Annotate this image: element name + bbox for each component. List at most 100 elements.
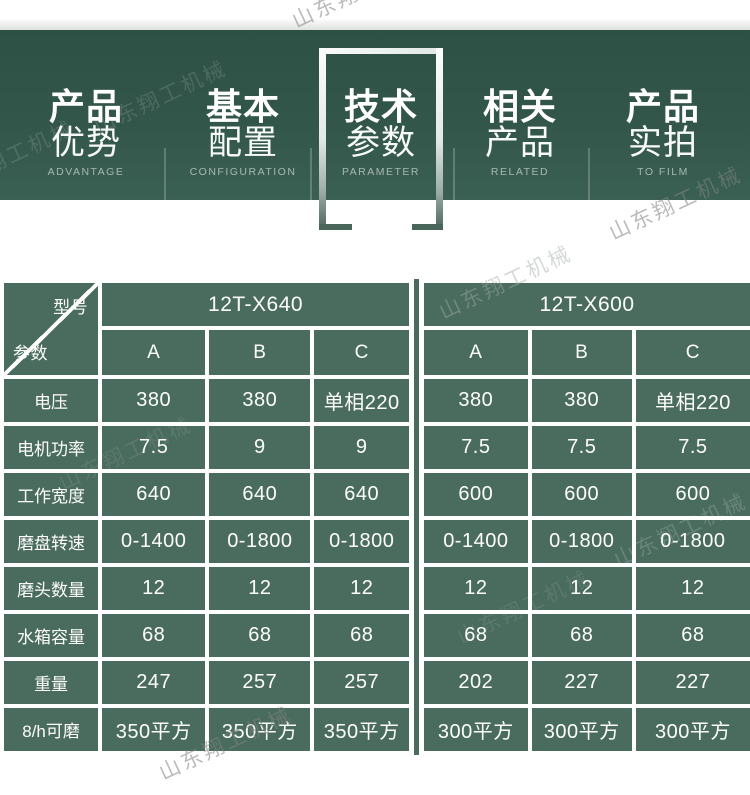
variant-col-header: B [205,326,315,379]
spec-cell: 单相220 [310,375,419,426]
spec-cell: 380 [98,375,210,426]
spec-cell: 600 [409,469,532,520]
table-row: 电机功率 7.5 9 9 7.5 7.5 7.5 [0,422,750,473]
spec-cell: 0-1800 [631,516,750,567]
spec-cell: 68 [527,610,636,661]
table-row: 水箱容量 68 68 68 68 68 68 [0,610,750,661]
tab-label-cn: 相关 [482,86,557,127]
spec-cell: 单相220 [631,375,750,426]
variant-col-header: B [527,326,636,379]
spec-cell: 12 [205,563,315,614]
section-tabs-bar: 产品 优势 ADVANTAGE 基本 配置 CONFIGURATION 技术 参… [0,30,750,202]
variant-col-header: C [310,326,419,379]
spec-row-label: 电压 [0,375,103,426]
spec-cell: 12 [631,563,750,614]
spec-cell: 380 [409,375,532,426]
tab-label-en: RELATED [490,166,550,178]
spec-table: 型号 参数 12T-X640 12T-X600 A B C A B C 电压 3… [0,279,750,755]
table-row: 磨盘转速 0-1400 0-1800 0-1800 0-1400 0-1800 … [0,516,750,567]
spec-row-label: 磨头数量 [0,563,103,614]
spec-cell: 0-1400 [409,516,532,567]
spec-cell: 9 [310,422,419,473]
spec-cell: 7.5 [98,422,210,473]
tab-label-cn: 技术 [343,86,418,127]
tab-label-cn: 产品 [625,86,700,127]
table-row: 电压 380 380 单相220 380 380 单相220 [0,375,750,426]
tab-technical-parameters-active[interactable]: 技术 参数 PARAMETER [301,88,461,178]
tab-label-cn2: 实拍 [628,124,698,162]
tab-divider [310,148,312,202]
variant-header-row: A B C A B C [2,326,750,379]
spec-cell: 227 [631,657,750,708]
spec-row-label: 重量 [0,657,103,708]
spec-cell: 380 [527,375,636,426]
tab-related-products[interactable]: 相关 产品 RELATED [440,88,600,178]
spec-cell: 227 [527,657,636,708]
table-row: 8/h可磨 350平方 350平方 350平方 300平方 300平方 300平… [0,704,750,755]
spec-cell: 12 [310,563,419,614]
tab-basic-configuration[interactable]: 基本 配置 CONFIGURATION [163,88,323,178]
spec-cell: 300平方 [631,704,750,755]
tab-label-cn2: 优势 [51,124,121,162]
spec-cell: 350平方 [310,704,419,755]
spec-cell: 640 [98,469,210,520]
table-row: 工作宽度 640 640 640 600 600 600 [0,469,750,520]
tab-divider [164,148,166,202]
corner-label-model: 型号 [53,298,89,317]
spec-cell: 640 [205,469,315,520]
spec-cell: 600 [631,469,750,520]
spec-cell: 202 [409,657,532,708]
table-row: 磨头数量 12 12 12 12 12 12 [0,563,750,614]
variant-col-header: A [98,326,210,379]
model-header-12t-x640: 12T-X640 [98,279,419,330]
frame-top-bar [319,48,443,54]
spec-row-label: 磨盘转速 [0,516,103,567]
spec-cell: 68 [310,610,419,661]
spec-cell: 257 [205,657,315,708]
spec-cell: 0-1400 [98,516,210,567]
tab-label-cn: 基本 [205,86,280,127]
spec-cell: 0-1800 [205,516,315,567]
tab-label-en: CONFIGURATION [189,166,297,178]
spec-cell: 12 [409,563,532,614]
tab-label-cn2: 产品 [485,124,555,162]
frame-right-leg [436,48,443,230]
spec-cell: 640 [310,469,419,520]
spec-table-body: 型号 参数 12T-X640 12T-X600 A B C A B C 电压 3… [0,279,750,755]
spec-row-label: 水箱容量 [0,610,103,661]
spec-cell: 600 [527,469,636,520]
spec-row-label: 8/h可磨 [0,704,103,755]
top-strip [0,0,750,30]
spec-row-label: 电机功率 [0,422,103,473]
table-row: 重量 247 257 257 202 227 227 [0,657,750,708]
spec-cell: 12 [98,563,210,614]
spec-cell: 0-1800 [527,516,636,567]
tab-label-cn: 产品 [48,86,123,127]
spec-cell: 9 [205,422,315,473]
tab-label-en: TO FILM [637,166,689,178]
spec-cell: 257 [310,657,419,708]
frame-left-leg [319,48,326,230]
tab-divider [588,148,590,202]
spec-cell: 350平方 [98,704,210,755]
spec-cell: 247 [98,657,210,708]
spec-cell: 0-1800 [310,516,419,567]
corner-header-cell: 型号 参数 [0,279,103,379]
spec-cell: 300平方 [409,704,532,755]
active-tab-frame [319,48,443,230]
tab-product-advantage[interactable]: 产品 优势 ADVANTAGE [6,88,166,178]
frame-bottom-left-bar [319,224,352,230]
tab-product-photos[interactable]: 产品 实拍 TO FILM [583,88,743,178]
variant-col-header: A [409,326,532,379]
spec-cell: 7.5 [527,422,636,473]
frame-bottom-right-bar [412,224,443,230]
spec-cell: 300平方 [527,704,636,755]
model-header-row: 型号 参数 12T-X640 12T-X600 [0,279,750,379]
spec-cell: 350平方 [205,704,315,755]
tab-divider [453,148,455,202]
corner-label-parameter: 参数 [13,344,48,363]
model-header-12t-x600: 12T-X600 [409,279,750,330]
spec-cell: 68 [631,610,750,661]
spec-cell: 7.5 [631,422,750,473]
